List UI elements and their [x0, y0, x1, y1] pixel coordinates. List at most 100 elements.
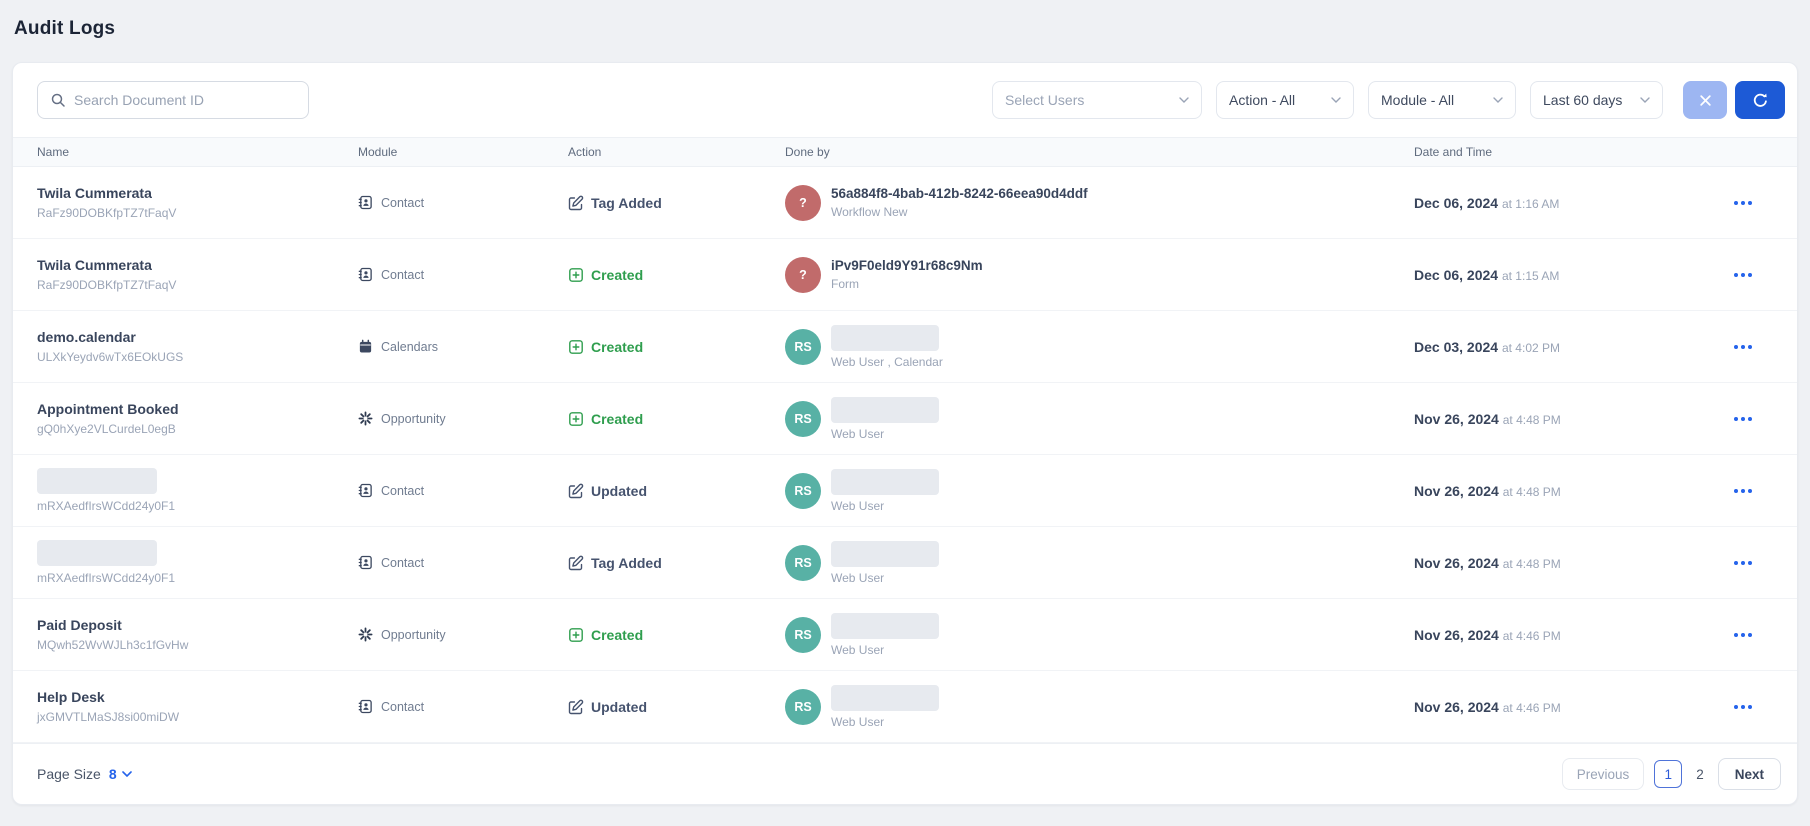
- search-icon: [51, 93, 65, 107]
- date-cell: Nov 26, 2024 at 4:46 PM: [1414, 699, 1714, 715]
- row-actions-button[interactable]: [1732, 481, 1754, 501]
- avatar: ?: [785, 184, 821, 221]
- done-by-detail: Workflow New: [831, 205, 908, 219]
- module-filter-label: Module - All: [1381, 92, 1455, 108]
- contact-icon: [358, 483, 373, 498]
- opportunity-icon: [358, 627, 373, 642]
- filter-group: Select Users Action - All Module - All L…: [992, 81, 1785, 119]
- date-cell: Nov 26, 2024 at 4:48 PM: [1414, 555, 1714, 571]
- action-cell: Created: [568, 339, 785, 355]
- table-row: mRXAedfIrsWCdd24y0F1 Contact Updated RS …: [13, 455, 1797, 527]
- done-by-cell: ? 56a884f8-4bab-412b-8242-66eea90d4ddf W…: [785, 184, 1414, 221]
- search-input[interactable]: [74, 92, 296, 108]
- row-document-id: mRXAedfIrsWCdd24y0F1: [37, 499, 176, 513]
- select-users-filter[interactable]: Select Users: [992, 81, 1202, 119]
- module-cell: Opportunity: [358, 627, 568, 642]
- action-filter[interactable]: Action - All: [1216, 81, 1354, 119]
- action-cell: Updated: [568, 699, 785, 715]
- edit-icon: [568, 555, 584, 571]
- date-cell: Dec 06, 2024 at 1:16 AM: [1414, 195, 1714, 211]
- module-label: Opportunity: [381, 411, 446, 426]
- row-actions-button[interactable]: [1732, 553, 1754, 573]
- redacted-name-block: [37, 540, 157, 566]
- table-header: Name Module Action Done by Date and Time: [13, 137, 1797, 167]
- module-label: Contact: [381, 699, 425, 714]
- row-time: at 4:48 PM: [1502, 412, 1561, 427]
- avatar: RS: [785, 544, 821, 581]
- edit-icon: [568, 195, 584, 211]
- action-label: Created: [591, 266, 644, 283]
- plus-square-icon: [568, 411, 584, 427]
- action-cell: Updated: [568, 483, 785, 499]
- action-label: Created: [591, 338, 644, 355]
- table-row: Twila Cummerata RaFz90DOBKfpTZ7tFaqV Con…: [13, 239, 1797, 311]
- chevron-down-icon: [1640, 97, 1650, 103]
- row-actions-button[interactable]: [1732, 697, 1754, 717]
- done-by-cell: ? iPv9F0eld9Y91r68c9Nm Form: [785, 256, 1414, 293]
- previous-page-button[interactable]: Previous: [1561, 758, 1645, 790]
- refresh-icon: [1753, 93, 1767, 107]
- search-box: [37, 81, 309, 119]
- page-size-label: Page Size: [37, 766, 101, 782]
- done-by-detail: Form: [831, 277, 859, 291]
- row-date: Nov 26, 2024: [1414, 410, 1499, 427]
- edit-icon: [568, 699, 584, 715]
- refresh-button[interactable]: [1735, 81, 1785, 119]
- table-row: Paid Deposit MQwh52WvWJLh3c1fGvHw Opport…: [13, 599, 1797, 671]
- table-body: Twila Cummerata RaFz90DOBKfpTZ7tFaqV Con…: [13, 167, 1797, 743]
- avatar: RS: [785, 688, 821, 725]
- contact-icon: [358, 267, 373, 282]
- action-label: Tag Added: [591, 194, 662, 211]
- redacted-done-by-block: [831, 396, 939, 423]
- row-document-id: RaFz90DOBKfpTZ7tFaqV: [37, 206, 177, 220]
- row-actions-button[interactable]: [1732, 265, 1754, 285]
- page-size-value: 8: [108, 766, 117, 782]
- row-actions-button[interactable]: [1732, 337, 1754, 357]
- x-icon: [1699, 94, 1711, 106]
- page-2-button[interactable]: 2: [1696, 766, 1704, 782]
- redacted-name-block: [37, 468, 157, 494]
- done-by-detail: Web User: [831, 714, 885, 729]
- done-by-detail: Web User , Calendar: [831, 354, 943, 369]
- table-row: mRXAedfIrsWCdd24y0F1 Contact Tag Added R…: [13, 527, 1797, 599]
- action-label: Updated: [591, 698, 647, 715]
- row-document-id: RaFz90DOBKfpTZ7tFaqV: [37, 278, 177, 292]
- module-label: Calendars: [381, 339, 438, 354]
- page-1-button[interactable]: 1: [1654, 760, 1683, 788]
- date-cell: Dec 06, 2024 at 1:15 AM: [1414, 267, 1714, 283]
- row-name: Appointment Booked: [37, 401, 179, 417]
- row-date: Nov 26, 2024: [1414, 554, 1499, 571]
- action-filter-label: Action - All: [1229, 92, 1296, 108]
- pagination: Previous 1 2 Next: [1561, 758, 1781, 790]
- calendar-icon: [358, 339, 373, 354]
- redacted-done-by-block: [831, 540, 939, 567]
- column-header-action: Action: [568, 145, 602, 159]
- date-range-filter[interactable]: Last 60 days: [1530, 81, 1663, 119]
- row-date: Dec 06, 2024: [1414, 194, 1499, 211]
- chevron-down-icon: [1331, 97, 1341, 103]
- next-page-button[interactable]: Next: [1717, 758, 1781, 790]
- done-by-detail: Web User: [831, 426, 885, 441]
- module-label: Opportunity: [381, 627, 446, 642]
- date-cell: Nov 26, 2024 at 4:48 PM: [1414, 411, 1714, 427]
- avatar: RS: [785, 616, 821, 653]
- plus-square-icon: [568, 267, 584, 283]
- clear-filters-button[interactable]: [1683, 81, 1727, 119]
- module-cell: Contact: [358, 699, 568, 714]
- page-size-control[interactable]: Page Size 8: [37, 766, 132, 782]
- module-filter[interactable]: Module - All: [1368, 81, 1516, 119]
- select-users-label: Select Users: [1005, 92, 1085, 108]
- module-label: Contact: [381, 267, 425, 282]
- row-actions-button[interactable]: [1732, 193, 1754, 213]
- redacted-done-by-block: [831, 324, 939, 351]
- module-cell: Opportunity: [358, 411, 568, 426]
- row-actions-button[interactable]: [1732, 409, 1754, 429]
- row-name: Paid Deposit: [37, 617, 122, 633]
- done-by-name: iPv9F0eld9Y91r68c9Nm: [831, 258, 983, 273]
- audit-logs-card: Select Users Action - All Module - All L…: [12, 62, 1798, 805]
- row-name: Help Desk: [37, 689, 105, 705]
- module-label: Contact: [381, 483, 425, 498]
- column-header-name: Name: [37, 145, 70, 159]
- row-actions-button[interactable]: [1732, 625, 1754, 645]
- chevron-down-icon: [121, 771, 132, 777]
